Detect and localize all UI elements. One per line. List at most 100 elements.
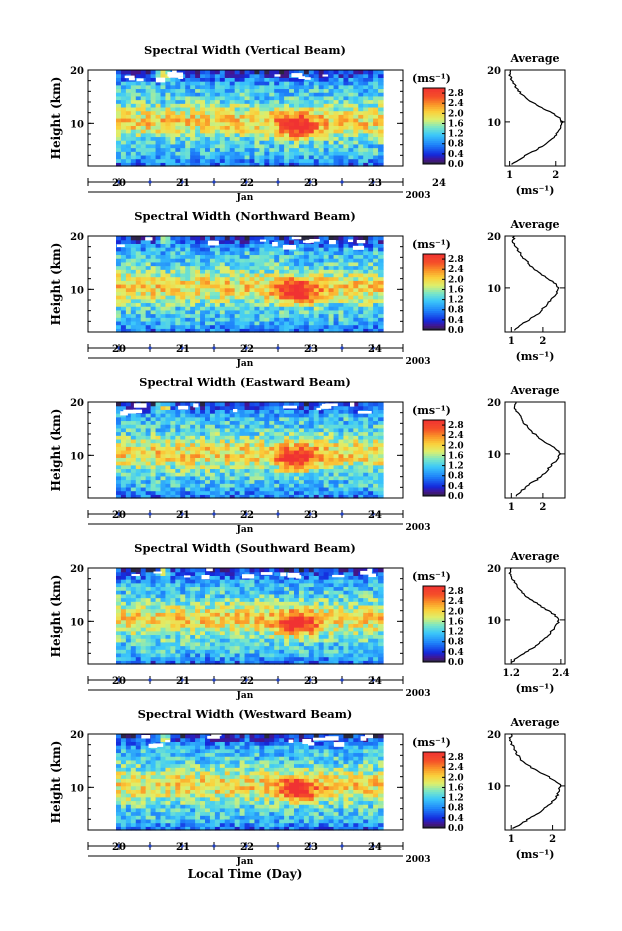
heatmap-cell <box>303 317 310 322</box>
heatmap-cell <box>328 88 335 93</box>
heatmap-cell <box>180 140 186 145</box>
heatmap-cell <box>165 461 171 466</box>
heatmap-cell <box>254 287 260 292</box>
heatmap-cell <box>348 453 354 458</box>
heatmap-cell <box>368 309 374 315</box>
heatmap-cell <box>353 243 359 248</box>
heatmap-cell <box>298 291 305 296</box>
heatmap-cell <box>150 258 157 263</box>
heatmap-cell <box>244 453 251 458</box>
heatmap-cell <box>155 88 162 93</box>
heatmap-cell <box>130 575 137 580</box>
heatmap-cell <box>239 464 246 470</box>
heatmap-cell <box>180 302 186 307</box>
heatmap-cell <box>348 132 354 138</box>
heatmap-cell <box>224 269 231 274</box>
heatmap-cell <box>219 287 226 292</box>
heatmap-cell <box>145 409 152 414</box>
data-gap <box>309 239 320 242</box>
heatmap-cell <box>373 313 379 318</box>
heatmap-cell <box>348 424 354 429</box>
heatmap-cell <box>333 431 340 436</box>
heatmap-cell <box>289 324 295 329</box>
heatmap-cell <box>175 280 181 285</box>
heatmap-cell <box>224 431 231 436</box>
heatmap-cell <box>264 295 270 300</box>
heatmap-cell <box>264 475 270 481</box>
heatmap-cell <box>303 284 310 289</box>
heatmap-cell <box>373 302 379 307</box>
heatmap-cell <box>205 324 211 329</box>
heatmap-cell <box>190 405 196 410</box>
heatmap-cell <box>259 151 265 156</box>
heatmap-cell <box>200 490 206 495</box>
heatmap-cell <box>145 280 152 285</box>
heatmap-cell <box>318 121 325 126</box>
heatmap-cell <box>130 298 137 304</box>
heatmap-cell <box>145 645 152 650</box>
time-axis-marker <box>276 346 280 350</box>
heatmap-cell <box>338 125 345 130</box>
heatmap-cell <box>294 298 300 304</box>
heatmap-cell <box>180 88 186 93</box>
heatmap-cell <box>338 427 345 433</box>
heatmap-cell <box>200 486 206 492</box>
heatmap-cell <box>165 431 171 436</box>
heatmap-cell <box>284 265 290 270</box>
heatmap-cell <box>175 486 181 492</box>
colorbar-segment <box>423 459 445 463</box>
heatmap-cell <box>145 568 152 573</box>
heatmap-cell <box>358 250 364 256</box>
heatmap-cell <box>333 457 340 462</box>
colorbar-tick-label: 0.0 <box>448 160 464 170</box>
heatmap-cell <box>200 313 206 318</box>
heatmap-cell <box>333 453 340 458</box>
heatmap-cell <box>358 162 364 167</box>
heatmap-cell <box>259 70 265 75</box>
heatmap-cell <box>135 424 142 429</box>
profile-x-tick-label: 2 <box>539 502 546 513</box>
heatmap-cell <box>348 416 354 422</box>
heatmap-cell <box>130 457 137 462</box>
heatmap-cell <box>338 243 345 248</box>
heatmap-cell <box>224 276 231 281</box>
heatmap-cell <box>338 103 345 108</box>
time-axis-marker <box>244 346 248 350</box>
heatmap-cell <box>135 649 142 654</box>
heatmap-cell <box>303 136 310 141</box>
heatmap-cell <box>323 446 330 451</box>
heatmap-cell <box>145 73 152 78</box>
heatmap-cell <box>195 416 201 422</box>
heatmap-cell <box>284 291 290 296</box>
heatmap-cell <box>343 103 349 108</box>
heatmap-cell <box>180 99 186 104</box>
y-axis-label: Height (km) <box>49 409 63 492</box>
heatmap-cell <box>353 272 359 278</box>
heatmap-cell <box>180 158 186 163</box>
heatmap-cell <box>378 291 384 296</box>
heatmap-cell <box>165 645 171 650</box>
heatmap-cell <box>125 154 132 160</box>
heatmap-cell <box>160 284 167 289</box>
heatmap-cell <box>313 269 320 274</box>
heatmap-cell <box>155 81 162 86</box>
heatmap-cell <box>323 121 330 126</box>
heatmap-cell <box>120 486 127 492</box>
heatmap-cell <box>368 420 374 425</box>
heatmap-cell <box>363 114 369 119</box>
heatmap-cell <box>363 287 369 292</box>
heatmap-cell <box>378 243 384 248</box>
heatmap-cell <box>200 317 206 322</box>
heatmap-cell <box>368 472 374 477</box>
heatmap-cell <box>368 147 374 152</box>
heatmap-cell <box>294 309 300 315</box>
heatmap-cell <box>328 461 335 466</box>
heatmap-cell <box>125 568 132 573</box>
heatmap-cell <box>214 136 221 141</box>
heatmap-cell <box>130 424 137 429</box>
heatmap-cell <box>303 409 310 414</box>
heatmap-cell <box>155 420 162 425</box>
heatmap-cell <box>190 269 196 274</box>
heatmap-cell <box>140 118 147 123</box>
heatmap-cell <box>313 106 320 112</box>
